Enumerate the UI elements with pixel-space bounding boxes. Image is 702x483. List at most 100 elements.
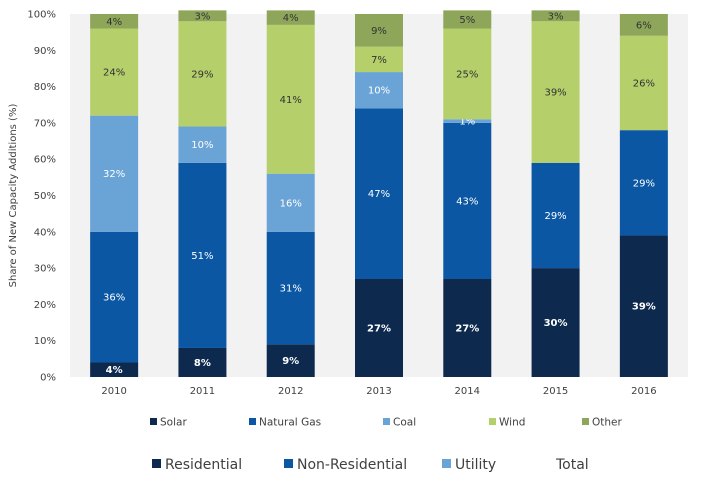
bar-segment-natural-gas bbox=[266, 231, 315, 345]
data-label: 9% bbox=[282, 356, 299, 367]
bar-segment-natural-gas bbox=[355, 108, 403, 279]
data-label: 39% bbox=[544, 88, 566, 99]
legend-label: Utility bbox=[455, 457, 496, 473]
bar-segment-solar bbox=[531, 268, 580, 377]
data-label: 32% bbox=[103, 169, 125, 180]
bar-segment-wind bbox=[355, 46, 403, 73]
data-label: 5% bbox=[459, 15, 475, 26]
data-label: 51% bbox=[191, 251, 213, 262]
y-tick-label: 70% bbox=[34, 118, 56, 129]
bar-segment-natural-gas bbox=[443, 122, 492, 279]
bar-segment-natural-gas bbox=[531, 162, 580, 269]
legend-secondary: Residential Non-Residential Utility Total bbox=[152, 457, 589, 473]
bar-segment-solar bbox=[90, 362, 139, 377]
bar-segment-coal bbox=[90, 115, 139, 232]
y-tick-label: 10% bbox=[34, 336, 56, 347]
data-label: 8% bbox=[194, 358, 211, 369]
data-label: 31% bbox=[280, 284, 302, 295]
bar-segment-solar bbox=[619, 235, 668, 377]
legend-label: Residential bbox=[165, 457, 242, 473]
y-tick-label: 60% bbox=[34, 155, 56, 166]
x-tick-label: 2013 bbox=[366, 386, 391, 397]
data-label: 10% bbox=[191, 140, 213, 151]
y-tick-label: 0% bbox=[40, 373, 56, 384]
data-label: 4% bbox=[283, 13, 299, 24]
bar-segment-wind bbox=[531, 21, 580, 163]
data-label: 1% bbox=[459, 117, 475, 128]
bar-segment-coal bbox=[443, 119, 492, 123]
bars-layer: 4% 36% 32% 24% 4% 8% 51% 10% 29% 3% 9% 31% 16% 41% 4% 2… bbox=[90, 10, 668, 377]
bar-segment-other bbox=[355, 14, 403, 47]
x-tick-label: 2014 bbox=[455, 386, 480, 397]
bar-segment-natural-gas bbox=[90, 231, 139, 363]
legend-label: Other bbox=[592, 417, 622, 429]
data-label: 10% bbox=[368, 86, 390, 97]
data-label: 24% bbox=[103, 68, 125, 79]
x-tick-label: 2012 bbox=[278, 386, 303, 397]
legend-swatch bbox=[383, 418, 390, 425]
legend-swatch bbox=[489, 418, 496, 425]
bar-segment-wind bbox=[619, 35, 668, 131]
legend-label: Coal bbox=[393, 417, 416, 429]
bar-segment-wind bbox=[266, 24, 315, 174]
data-label: 29% bbox=[544, 211, 566, 222]
data-label: 47% bbox=[368, 189, 390, 200]
bar-segment-natural-gas bbox=[178, 162, 227, 348]
data-label: 7% bbox=[371, 55, 387, 66]
data-label: 30% bbox=[544, 318, 568, 329]
legend-label: Wind bbox=[499, 417, 525, 429]
bar-segment-wind bbox=[90, 28, 139, 116]
y-tick-label: 20% bbox=[34, 300, 56, 311]
legend-swatch bbox=[152, 459, 161, 468]
x-tick-label: 2011 bbox=[190, 386, 215, 397]
bar-segment-other bbox=[90, 14, 139, 29]
y-tick-label: 80% bbox=[34, 82, 56, 93]
bar-segment-coal bbox=[355, 72, 403, 109]
bar-segment-solar bbox=[443, 278, 492, 377]
bar-segment-solar bbox=[355, 278, 403, 377]
data-label: 27% bbox=[455, 323, 479, 334]
data-label: 29% bbox=[191, 69, 213, 80]
bar-segment-coal bbox=[178, 126, 227, 163]
legend-swatch bbox=[150, 418, 157, 425]
bar-segment-other bbox=[178, 10, 227, 22]
x-tick-label: 2015 bbox=[543, 386, 568, 397]
legend-label: Natural Gas bbox=[259, 417, 321, 429]
data-label: 29% bbox=[633, 178, 655, 189]
y-tick-label: 100% bbox=[27, 10, 56, 21]
y-tick-label: 30% bbox=[34, 264, 56, 275]
legend-label: Non-Residential bbox=[297, 457, 407, 473]
bar-segment-other bbox=[619, 14, 668, 36]
y-tick-label: 40% bbox=[34, 227, 56, 238]
x-tick-label: 2010 bbox=[101, 386, 126, 397]
bar-segment-solar bbox=[266, 344, 315, 377]
bar-segment-other bbox=[443, 10, 492, 29]
data-label: 4% bbox=[106, 17, 122, 28]
data-label: 39% bbox=[632, 302, 656, 313]
legend: Solar Natural Gas Coal Wind Other bbox=[150, 417, 622, 429]
x-axis: 2010 2011 2012 2013 2014 2015 2016 bbox=[101, 386, 656, 397]
data-label: 3% bbox=[548, 11, 564, 22]
data-label: 9% bbox=[371, 26, 387, 37]
legend-swatch bbox=[582, 418, 589, 425]
x-tick-label: 2016 bbox=[631, 386, 656, 397]
bar-segment-natural-gas bbox=[619, 130, 668, 236]
legend-swatch bbox=[249, 418, 256, 425]
bar-segment-wind bbox=[178, 21, 227, 127]
bar-segment-other bbox=[266, 10, 315, 25]
y-axis: 0% 10% 20% 30% 40% 50% 60% 70% 80% 90% 100% bbox=[27, 10, 56, 384]
legend-label: Total bbox=[555, 457, 589, 473]
legend-swatch bbox=[442, 459, 451, 468]
legend-swatch bbox=[284, 459, 293, 468]
y-tick-label: 90% bbox=[34, 46, 56, 57]
data-label: 36% bbox=[103, 293, 125, 304]
bar-segment-solar bbox=[178, 347, 227, 377]
data-label: 26% bbox=[633, 78, 655, 89]
y-axis-title: Share of New Capacity Additions (%) bbox=[8, 104, 19, 288]
data-label: 16% bbox=[280, 198, 302, 209]
data-label: 4% bbox=[106, 365, 123, 376]
data-label: 3% bbox=[194, 11, 210, 22]
bar-segment-wind bbox=[443, 28, 492, 120]
